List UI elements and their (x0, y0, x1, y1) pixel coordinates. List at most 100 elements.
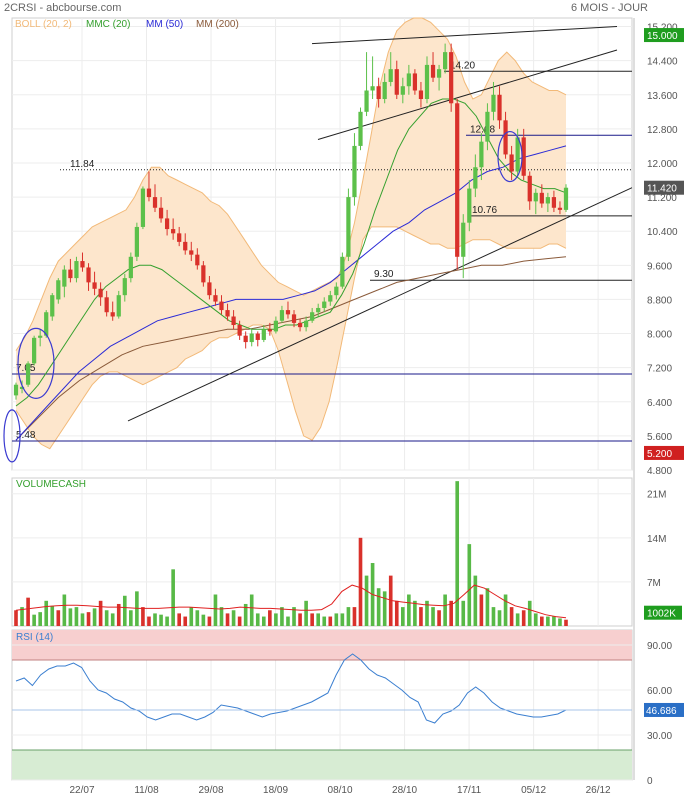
volume-bar (304, 600, 308, 626)
volume-bar (243, 603, 248, 626)
candle-body (231, 316, 236, 326)
candle-body (267, 329, 272, 332)
volume-bar (461, 600, 466, 626)
volume-bar (147, 616, 151, 626)
candle (479, 133, 484, 181)
candle (32, 335, 37, 366)
candle-body (497, 94, 502, 121)
volume-panel-title: VOLUMECASH (16, 479, 86, 490)
candle (267, 322, 272, 336)
candle (358, 107, 363, 151)
candle (171, 218, 176, 240)
candle (110, 301, 115, 321)
candle (231, 310, 236, 330)
candle-body (455, 103, 460, 257)
trendline-top (311, 26, 618, 45)
candle-body (249, 333, 254, 343)
candle-body (140, 188, 146, 227)
volume-bar (352, 607, 357, 626)
level-label: 10.76 (472, 205, 497, 216)
candle-body (285, 310, 291, 315)
volume-bar (401, 607, 405, 626)
x-tick-label: 17/11 (457, 785, 482, 796)
candle (436, 64, 442, 91)
candle (467, 180, 472, 232)
volume-bar (213, 594, 218, 626)
volume-bar (195, 610, 200, 626)
candle (243, 331, 248, 349)
candle-body (527, 175, 532, 202)
candle (424, 56, 430, 104)
volume-bar (274, 613, 278, 626)
volume-bar (509, 607, 514, 626)
candle (539, 184, 544, 208)
candle-body (503, 120, 508, 155)
volume-tick-label: 14M (647, 534, 666, 545)
price-tick-label: 7.200 (647, 364, 672, 375)
candle (98, 282, 103, 306)
candle-body (316, 307, 321, 313)
candle-body (50, 295, 55, 317)
volume-bar (394, 600, 399, 626)
candle-body (291, 314, 297, 323)
candle (158, 197, 164, 223)
bollinger-lower-line (15, 226, 567, 450)
volume-bar (382, 591, 387, 626)
volume-bar (491, 607, 496, 626)
candle (394, 60, 399, 100)
price-legend-item: MM (50) (146, 19, 183, 30)
candle-body (152, 197, 158, 208)
x-tick-label: 18/09 (263, 785, 288, 796)
candle-body (177, 233, 182, 242)
candle-body (44, 312, 49, 336)
candle-body (255, 333, 260, 340)
candle-body (557, 207, 563, 210)
candle (443, 43, 448, 74)
candle-body (394, 69, 399, 95)
level-label: 14.20 (450, 60, 475, 71)
volume-bar (110, 613, 115, 626)
candle-body (86, 267, 91, 283)
volume-bar (540, 616, 544, 626)
candle (261, 325, 266, 343)
level-label: 11.84 (70, 159, 95, 170)
candle (334, 282, 339, 300)
candle-body (491, 94, 496, 112)
volume-bar (50, 605, 55, 626)
price-badge-label: 5.200 (647, 449, 672, 460)
candle-body (164, 218, 170, 230)
highlight-ellipse (3, 409, 21, 463)
candle (122, 273, 127, 302)
volume-bar (503, 594, 508, 626)
candle-body (104, 297, 109, 313)
price-tick-label: 10.400 (647, 227, 678, 238)
rsi-oversold-band (12, 750, 632, 780)
candle (56, 278, 61, 304)
price-legend-item: BOLL (20, 2) (15, 19, 72, 30)
candle-body (110, 312, 115, 317)
mm200-line (15, 256, 567, 441)
price-tick-label: 9.600 (647, 261, 672, 272)
volume-bar (419, 607, 423, 626)
volume-bar (407, 594, 411, 626)
candle-body (134, 226, 139, 257)
candle-body (213, 295, 218, 302)
highlight-ellipse (497, 130, 523, 183)
price-tick-label: 8.000 (647, 330, 672, 341)
candle-body (128, 256, 133, 279)
volume-badge-label: 1002K (647, 609, 676, 620)
price-legend-item: MMC (20) (86, 19, 130, 30)
candle-body (183, 241, 188, 251)
candle (509, 145, 514, 181)
candle-body (418, 90, 424, 100)
candle-body (334, 286, 339, 296)
trendline-mid (317, 49, 618, 141)
price-tick-label: 14.400 (647, 57, 678, 68)
volume-bar (98, 600, 103, 626)
candle (189, 241, 194, 262)
candle-body (461, 222, 466, 257)
candle-body (364, 90, 369, 112)
candle-body (62, 269, 67, 287)
candle-body (92, 282, 97, 289)
volume-bar (546, 616, 550, 626)
